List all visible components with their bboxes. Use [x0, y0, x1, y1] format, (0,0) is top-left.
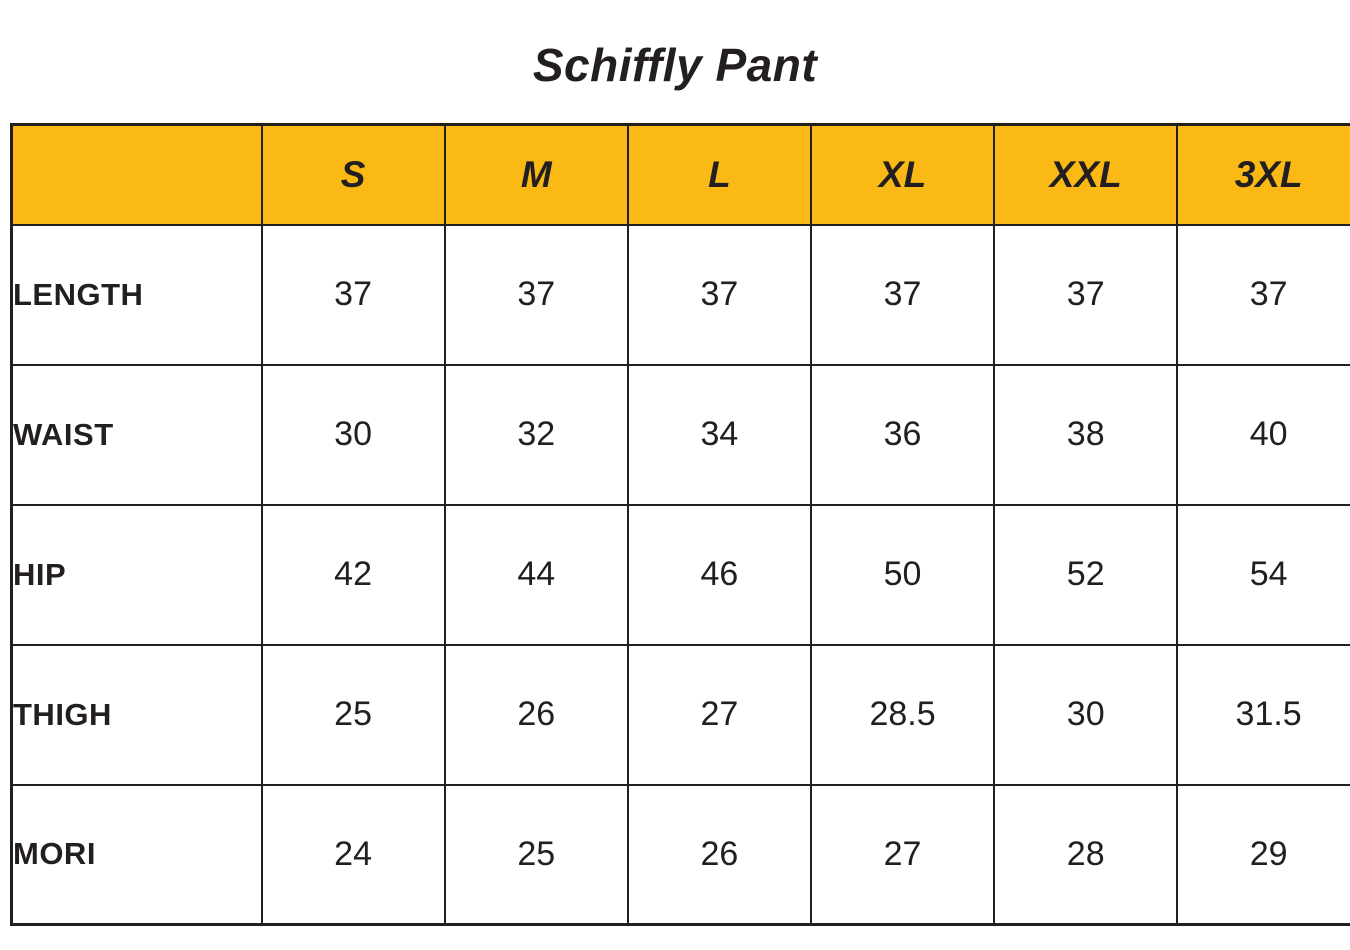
- cell-mori-xxl: 28: [993, 783, 1179, 926]
- column-header-s: S: [260, 123, 446, 226]
- cell-thigh-s: 25: [260, 643, 446, 786]
- cell-waist-m: 32: [443, 363, 629, 506]
- row-label-length: LENGTH: [10, 223, 263, 366]
- header-row: S M L XL XXL 3XL: [10, 123, 1350, 226]
- column-header-m: M: [443, 123, 629, 226]
- cell-waist-s: 30: [260, 363, 446, 506]
- cell-waist-3xl: 40: [1176, 363, 1350, 506]
- cell-mori-m: 25: [443, 783, 629, 926]
- page-title: Schiffly Pant: [532, 39, 818, 91]
- cell-hip-xl: 50: [809, 503, 996, 646]
- table-row-hip: HIP 42 44 46 50 52 54: [10, 503, 1350, 646]
- column-header-blank: [10, 123, 263, 226]
- cell-waist-xxl: 38: [993, 363, 1179, 506]
- cell-hip-xxl: 52: [993, 503, 1179, 646]
- cell-waist-l: 34: [626, 363, 812, 506]
- cell-thigh-xl: 28.5: [809, 643, 996, 786]
- cell-mori-s: 24: [260, 783, 446, 926]
- cell-hip-l: 46: [626, 503, 812, 646]
- cell-thigh-m: 26: [443, 643, 629, 786]
- cell-hip-3xl: 54: [1176, 503, 1350, 646]
- cell-waist-xl: 36: [809, 363, 996, 506]
- cell-length-s: 37: [260, 223, 446, 366]
- size-chart-table: S M L XL XXL 3XL LENGTH 37 37 37 37 37 3…: [10, 123, 1350, 926]
- cell-length-m: 37: [443, 223, 629, 366]
- cell-length-xxl: 37: [993, 223, 1179, 366]
- column-header-l: L: [626, 123, 812, 226]
- size-chart: S M L XL XXL 3XL LENGTH 37 37 37 37 37 3…: [10, 123, 1350, 926]
- column-header-xl: XL: [809, 123, 996, 226]
- cell-thigh-l: 27: [626, 643, 812, 786]
- row-label-waist: WAIST: [10, 363, 263, 506]
- row-label-hip: HIP: [10, 503, 263, 646]
- cell-length-xl: 37: [809, 223, 996, 366]
- cell-hip-m: 44: [443, 503, 629, 646]
- table-row-waist: WAIST 30 32 34 36 38 40: [10, 363, 1350, 506]
- table-row-length: LENGTH 37 37 37 37 37 37: [10, 223, 1350, 366]
- table-row-thigh: THIGH 25 26 27 28.5 30 31.5: [10, 643, 1350, 786]
- cell-mori-3xl: 29: [1176, 783, 1350, 926]
- cell-thigh-xxl: 30: [993, 643, 1179, 786]
- cell-mori-l: 26: [626, 783, 812, 926]
- column-header-xxl: XXL: [993, 123, 1179, 226]
- cell-thigh-3xl: 31.5: [1176, 643, 1350, 786]
- size-chart-page: Schiffly Pant S M L XL XXL 3XL: [0, 39, 1350, 926]
- row-label-mori: MORI: [10, 783, 263, 926]
- cell-length-3xl: 37: [1176, 223, 1350, 366]
- row-label-thigh: THIGH: [10, 643, 263, 786]
- cell-mori-xl: 27: [809, 783, 996, 926]
- table-row-mori: MORI 24 25 26 27 28 29: [10, 783, 1350, 926]
- cell-length-l: 37: [626, 223, 812, 366]
- cell-hip-s: 42: [260, 503, 446, 646]
- column-header-3xl: 3XL: [1176, 123, 1350, 226]
